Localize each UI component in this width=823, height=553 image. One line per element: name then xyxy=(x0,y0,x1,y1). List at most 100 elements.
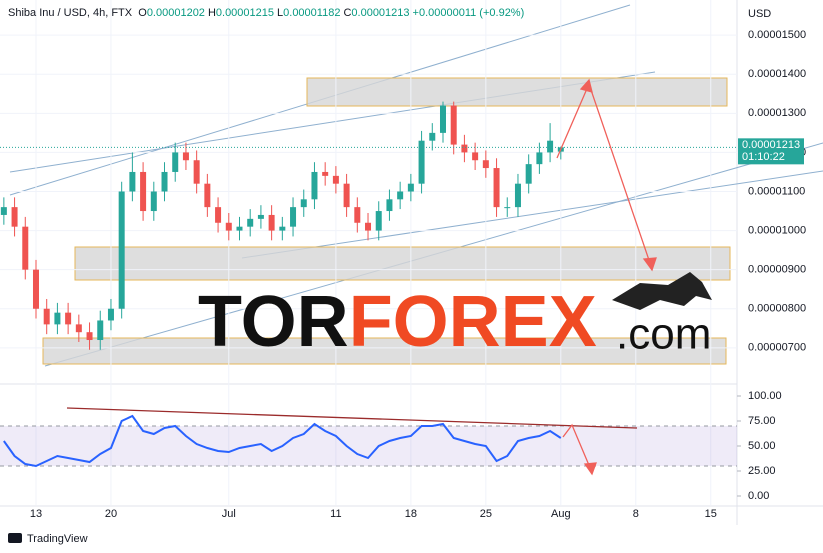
candle-body xyxy=(343,183,350,208)
candle-body xyxy=(482,160,489,169)
candle-body xyxy=(193,160,200,184)
ohlc-label: L xyxy=(277,7,284,19)
rsi-trend-line xyxy=(66,407,638,429)
countdown: 01:10:22 xyxy=(742,151,785,163)
rsi-line xyxy=(3,414,562,468)
footer-icon xyxy=(8,533,22,543)
candle-body xyxy=(279,226,286,231)
x-tick-label: 20 xyxy=(105,508,117,520)
last-price-box xyxy=(738,138,804,165)
x-tick-label: 18 xyxy=(405,508,417,520)
candle-body xyxy=(118,191,125,309)
candle-body xyxy=(450,105,457,145)
candle-body xyxy=(472,152,479,161)
rsi-band xyxy=(0,426,737,466)
candle-body xyxy=(257,214,264,219)
y-tick-label: 75.00 xyxy=(748,415,776,427)
candle-body xyxy=(0,207,7,215)
candle-body xyxy=(439,105,446,133)
x-tick-label: 13 xyxy=(30,508,42,520)
candle-body xyxy=(236,226,243,231)
candle-body xyxy=(204,183,211,208)
y-tick-label: 0.00001100 xyxy=(748,185,805,197)
candle-body xyxy=(461,144,468,153)
ohlc-label: O xyxy=(138,7,147,19)
candle-body xyxy=(322,171,329,176)
candle-body xyxy=(429,132,436,141)
y-tick-label: 25.00 xyxy=(748,465,776,477)
logo-bull xyxy=(612,272,712,310)
candle-body xyxy=(418,140,425,184)
ohlc-value: 0.00001202 xyxy=(146,7,205,19)
x-tick-label: 11 xyxy=(330,508,341,520)
ohlc-value: 0.00001213 xyxy=(351,7,410,19)
y-tick-label: 0.00000900 xyxy=(748,264,806,276)
logo-forex: FOREX xyxy=(349,282,597,362)
candle-body xyxy=(354,207,361,223)
candle-body xyxy=(150,191,157,212)
candle-body xyxy=(140,171,147,212)
y-tick-label: 0.00001000 xyxy=(748,224,806,236)
marks: 0.000015000.000014000.000013000.00001200… xyxy=(0,29,806,520)
arrows xyxy=(66,78,657,476)
candle-body xyxy=(290,207,297,227)
candle-body xyxy=(332,175,339,184)
candle-body xyxy=(225,222,232,231)
candle-body xyxy=(504,207,511,209)
logo: TORFOREX .com xyxy=(198,272,712,362)
candle-body xyxy=(407,183,414,192)
drawings xyxy=(9,0,823,505)
rsi-arrow xyxy=(562,423,592,471)
x-tick-label: Jul xyxy=(222,508,236,520)
candle-body xyxy=(161,171,168,192)
candle-body xyxy=(97,320,104,341)
candle-body xyxy=(86,332,93,341)
candle-body xyxy=(547,140,554,153)
y-tick-label: 0.00001400 xyxy=(748,68,806,80)
last-price-label: 0.00001213 xyxy=(742,139,800,151)
candle-body xyxy=(365,222,372,231)
candle-body xyxy=(75,324,82,333)
candle-body xyxy=(172,152,179,172)
arrowhead xyxy=(642,257,657,272)
arrowhead xyxy=(583,462,597,476)
candle-body xyxy=(54,312,61,325)
logo-suffix: .com xyxy=(616,310,711,359)
candle-body xyxy=(525,164,532,184)
candle-body xyxy=(386,199,393,212)
x-tick-label: 15 xyxy=(705,508,717,520)
footer-text: TradingView xyxy=(27,533,88,545)
logo-tor: TOR xyxy=(198,282,349,362)
candle-body xyxy=(375,211,382,231)
y-tick-label: 0.00000700 xyxy=(748,342,806,354)
ohlc-label: C xyxy=(343,7,352,19)
y-tick-label: 100.00 xyxy=(748,390,782,402)
forecast-arrow xyxy=(556,82,652,267)
candle-body xyxy=(11,207,18,227)
candle-body xyxy=(22,226,29,270)
candle-body xyxy=(536,152,543,165)
x-tick-label: 25 xyxy=(480,508,492,520)
x-tick-label: 8 xyxy=(633,508,639,520)
zone xyxy=(74,246,731,281)
ohlc-label: H xyxy=(207,7,216,19)
arrowhead xyxy=(579,78,593,93)
trend-line xyxy=(241,170,823,259)
footer: TradingView xyxy=(8,533,88,545)
zone xyxy=(42,337,727,365)
candle-body xyxy=(32,269,39,309)
y-tick-label: 50.00 xyxy=(748,440,776,452)
candle-body xyxy=(215,207,222,223)
symbol: Shiba Inu / USD, 4h, FTX xyxy=(8,7,133,19)
legend-header: Shiba Inu / USD, 4h, FTX O0.00001202 H 0.0… xyxy=(8,7,527,19)
candle-body xyxy=(514,183,521,208)
candle-body xyxy=(268,214,275,231)
y-tick-label: 0.00001300 xyxy=(748,107,806,119)
candle-body xyxy=(182,152,189,161)
y-axis-label: USD xyxy=(748,8,771,20)
y-tick-label: 0.00 xyxy=(748,490,769,502)
candle-body xyxy=(107,308,114,321)
x-tick-label: Aug xyxy=(551,508,571,520)
change: +0.00000011 (+0.92%) xyxy=(412,7,525,19)
